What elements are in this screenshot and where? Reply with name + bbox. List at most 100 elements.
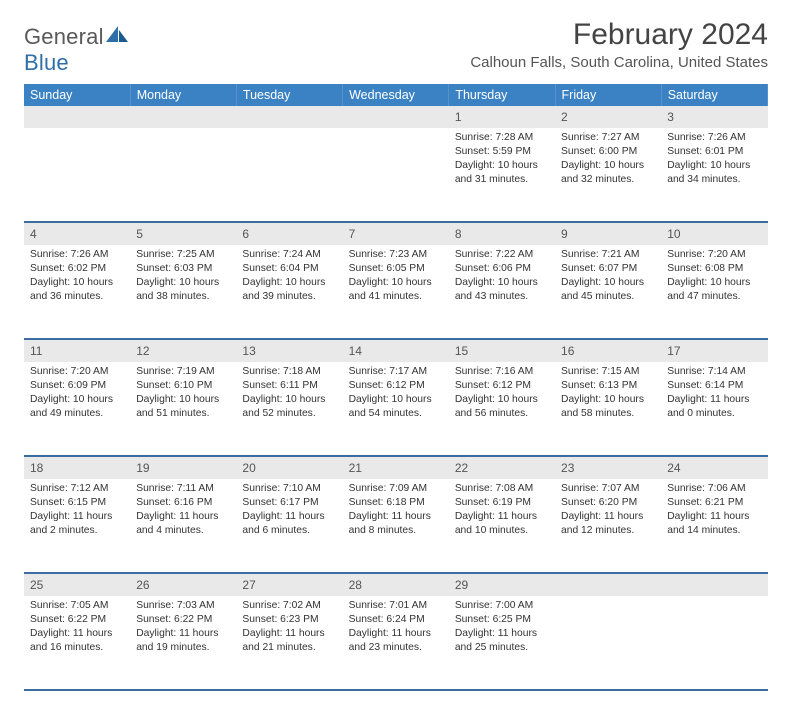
daylight-text: Daylight: 11 hours: [30, 510, 124, 524]
sunset-text: Sunset: 6:21 PM: [667, 496, 761, 510]
daylight-text: and 56 minutes.: [455, 407, 549, 421]
sunrise-text: Sunrise: 7:11 AM: [136, 482, 230, 496]
day-cell: Sunrise: 7:18 AMSunset: 6:11 PMDaylight:…: [236, 362, 342, 456]
day-details: Sunrise: 7:09 AMSunset: 6:18 PMDaylight:…: [343, 479, 449, 544]
day-details: Sunrise: 7:01 AMSunset: 6:24 PMDaylight:…: [343, 596, 449, 661]
week-row: Sunrise: 7:12 AMSunset: 6:15 PMDaylight:…: [24, 479, 768, 573]
daylight-text: Daylight: 11 hours: [30, 627, 124, 641]
weekday-header: Monday: [130, 84, 236, 106]
daynum-cell: 22: [449, 456, 555, 479]
calendar-header-row: SundayMondayTuesdayWednesdayThursdayFrid…: [24, 84, 768, 106]
daylight-text: and 10 minutes.: [455, 524, 549, 538]
day-number: 26: [136, 578, 149, 592]
sunrise-text: Sunrise: 7:24 AM: [242, 248, 336, 262]
day-details: Sunrise: 7:28 AMSunset: 5:59 PMDaylight:…: [449, 128, 555, 193]
day-cell: Sunrise: 7:22 AMSunset: 6:06 PMDaylight:…: [449, 245, 555, 339]
day-details: Sunrise: 7:26 AMSunset: 6:01 PMDaylight:…: [661, 128, 767, 193]
daylight-text: Daylight: 10 hours: [561, 159, 655, 173]
sunrise-text: Sunrise: 7:22 AM: [455, 248, 549, 262]
day-details: Sunrise: 7:08 AMSunset: 6:19 PMDaylight:…: [449, 479, 555, 544]
day-cell: Sunrise: 7:26 AMSunset: 6:01 PMDaylight:…: [661, 128, 767, 222]
sunrise-text: Sunrise: 7:28 AM: [455, 131, 549, 145]
sunset-text: Sunset: 6:18 PM: [349, 496, 443, 510]
daynum-cell: 21: [343, 456, 449, 479]
day-number: 2: [561, 110, 568, 124]
sunset-text: Sunset: 6:05 PM: [349, 262, 443, 276]
week-row: Sunrise: 7:26 AMSunset: 6:02 PMDaylight:…: [24, 245, 768, 339]
daylight-text: and 45 minutes.: [561, 290, 655, 304]
daynum-cell: 19: [130, 456, 236, 479]
daylight-text: and 39 minutes.: [242, 290, 336, 304]
week-row: Sunrise: 7:20 AMSunset: 6:09 PMDaylight:…: [24, 362, 768, 456]
daylight-text: Daylight: 11 hours: [667, 510, 761, 524]
sunset-text: Sunset: 6:01 PM: [667, 145, 761, 159]
weekday-header: Wednesday: [343, 84, 449, 106]
daylight-text: and 58 minutes.: [561, 407, 655, 421]
daylight-text: and 19 minutes.: [136, 641, 230, 655]
day-details: Sunrise: 7:23 AMSunset: 6:05 PMDaylight:…: [343, 245, 449, 310]
location-subtitle: Calhoun Falls, South Carolina, United St…: [470, 54, 768, 71]
day-cell: Sunrise: 7:00 AMSunset: 6:25 PMDaylight:…: [449, 596, 555, 690]
week-row: Sunrise: 7:05 AMSunset: 6:22 PMDaylight:…: [24, 596, 768, 690]
empty-daynum-cell: [130, 106, 236, 128]
daylight-text: Daylight: 10 hours: [455, 393, 549, 407]
day-cell: Sunrise: 7:23 AMSunset: 6:05 PMDaylight:…: [343, 245, 449, 339]
day-number: 14: [349, 344, 362, 358]
sunset-text: Sunset: 6:22 PM: [136, 613, 230, 627]
sunrise-text: Sunrise: 7:08 AM: [455, 482, 549, 496]
calendar-body: 123Sunrise: 7:28 AMSunset: 5:59 PMDaylig…: [24, 106, 768, 690]
day-number: 15: [455, 344, 468, 358]
day-cell: Sunrise: 7:25 AMSunset: 6:03 PMDaylight:…: [130, 245, 236, 339]
day-cell: Sunrise: 7:07 AMSunset: 6:20 PMDaylight:…: [555, 479, 661, 573]
day-cell: Sunrise: 7:10 AMSunset: 6:17 PMDaylight:…: [236, 479, 342, 573]
daylight-text: and 32 minutes.: [561, 173, 655, 187]
sunrise-text: Sunrise: 7:03 AM: [136, 599, 230, 613]
day-number: 29: [455, 578, 468, 592]
day-number: 22: [455, 461, 468, 475]
empty-daynum-cell: [343, 106, 449, 128]
sunset-text: Sunset: 6:17 PM: [242, 496, 336, 510]
sunrise-text: Sunrise: 7:27 AM: [561, 131, 655, 145]
sunset-text: Sunset: 6:07 PM: [561, 262, 655, 276]
daynum-cell: 29: [449, 573, 555, 596]
month-title: February 2024: [470, 18, 768, 52]
daynum-cell: 28: [343, 573, 449, 596]
daylight-text: Daylight: 11 hours: [349, 627, 443, 641]
weekday-header: Thursday: [449, 84, 555, 106]
daynum-row: 2526272829: [24, 573, 768, 596]
daynum-row: 123: [24, 106, 768, 128]
day-number: 7: [349, 227, 356, 241]
daylight-text: Daylight: 10 hours: [455, 159, 549, 173]
daylight-text: Daylight: 11 hours: [136, 627, 230, 641]
daynum-row: 45678910: [24, 222, 768, 245]
daynum-cell: 18: [24, 456, 130, 479]
weekday-header: Friday: [555, 84, 661, 106]
day-number: 18: [30, 461, 43, 475]
sunrise-text: Sunrise: 7:12 AM: [30, 482, 124, 496]
sunrise-text: Sunrise: 7:07 AM: [561, 482, 655, 496]
daylight-text: Daylight: 10 hours: [667, 276, 761, 290]
day-details: Sunrise: 7:00 AMSunset: 6:25 PMDaylight:…: [449, 596, 555, 661]
daylight-text: Daylight: 11 hours: [242, 510, 336, 524]
daynum-cell: 23: [555, 456, 661, 479]
sunset-text: Sunset: 6:19 PM: [455, 496, 549, 510]
sunrise-text: Sunrise: 7:20 AM: [667, 248, 761, 262]
daylight-text: Daylight: 11 hours: [455, 627, 549, 641]
day-cell: Sunrise: 7:03 AMSunset: 6:22 PMDaylight:…: [130, 596, 236, 690]
day-number: 23: [561, 461, 574, 475]
day-details: Sunrise: 7:15 AMSunset: 6:13 PMDaylight:…: [555, 362, 661, 427]
daylight-text: and 31 minutes.: [455, 173, 549, 187]
daylight-text: Daylight: 10 hours: [30, 276, 124, 290]
daylight-text: and 23 minutes.: [349, 641, 443, 655]
daylight-text: and 36 minutes.: [30, 290, 124, 304]
day-cell: Sunrise: 7:27 AMSunset: 6:00 PMDaylight:…: [555, 128, 661, 222]
day-details: Sunrise: 7:10 AMSunset: 6:17 PMDaylight:…: [236, 479, 342, 544]
daylight-text: and 4 minutes.: [136, 524, 230, 538]
daylight-text: Daylight: 11 hours: [136, 510, 230, 524]
daynum-cell: 14: [343, 339, 449, 362]
day-details: Sunrise: 7:03 AMSunset: 6:22 PMDaylight:…: [130, 596, 236, 661]
brand-part1: General: [24, 24, 104, 49]
day-cell: Sunrise: 7:12 AMSunset: 6:15 PMDaylight:…: [24, 479, 130, 573]
day-number: 13: [242, 344, 255, 358]
daylight-text: and 47 minutes.: [667, 290, 761, 304]
